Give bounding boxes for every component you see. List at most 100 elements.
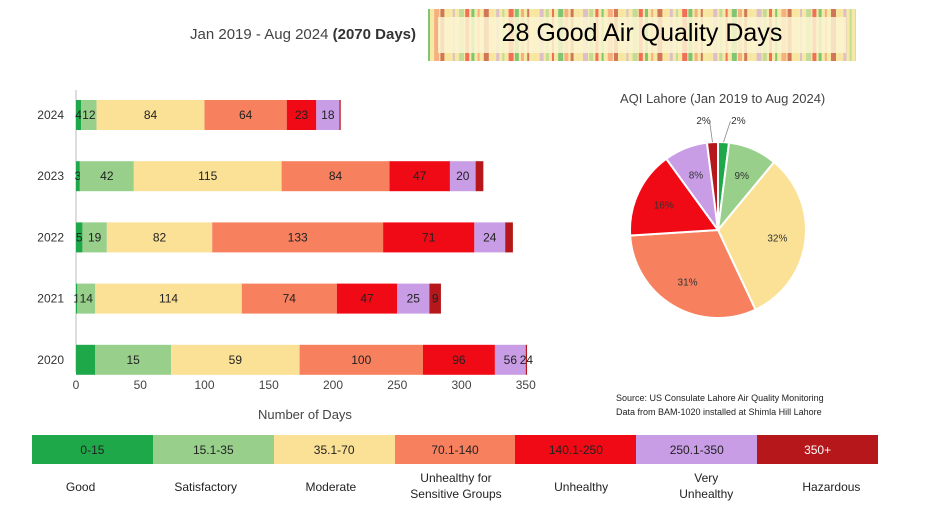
legend-range-text: 15.1-35 [192, 442, 234, 457]
bar-segment [212, 222, 384, 253]
banner-stripe [849, 9, 852, 61]
bar-value-label: 96 [452, 353, 466, 367]
pie-slice-label: 9% [735, 171, 750, 182]
source-line-1: Source: US Consulate Lahore Air Quality … [616, 393, 824, 403]
bar-segment [383, 222, 475, 253]
legend-range-cell: 350+ [757, 435, 879, 464]
bar-value-label: 9 [432, 292, 439, 306]
legend-category-label: Satisfactory [174, 480, 238, 494]
banner-inner [438, 17, 846, 53]
legend-range-cell: 15.1-35 [152, 435, 274, 464]
x-axis-title: Number of Days [258, 407, 352, 422]
bar-segment [241, 283, 337, 314]
legend-category-label: Good [65, 480, 96, 494]
aqi-legend-bar: 0-15 15.1-35 35.1-70 70.1-140 140.1-250 250.1… [32, 435, 879, 464]
bar-value-label: 19 [88, 230, 102, 244]
bar-segment [494, 344, 526, 375]
x-tick-label: 250 [387, 378, 407, 392]
x-tick-label: 300 [451, 378, 471, 392]
bar-value-label: 47 [413, 169, 427, 183]
pie-slice [716, 160, 807, 311]
bar-value-label: 71 [422, 230, 436, 244]
banner-stripe [428, 9, 430, 61]
pie-slice-label: 2% [731, 116, 746, 127]
bar-segment [397, 283, 430, 314]
date-range-text: Jan 2019 - Aug 2024 [190, 26, 329, 43]
pie-slice-label: 2% [696, 116, 711, 127]
bar-segment [204, 100, 287, 130]
bar-segment [82, 222, 107, 253]
source-note: Source: US Consulate Lahore Air Quality … [616, 391, 856, 419]
legend-category-line: Unhealthy [679, 487, 734, 501]
year-label: 2020 [37, 353, 64, 367]
bar-value-label: 84 [329, 169, 343, 183]
legend-category-label: Unhealthy for Sensitive Groups [393, 470, 518, 502]
bar-value-label: 42 [100, 169, 114, 183]
legend-range-cell: 140.1-250 [515, 435, 637, 464]
bar-segment [422, 344, 495, 375]
bar-segment [474, 222, 506, 253]
bar-segment [96, 100, 205, 130]
x-tick-label: 350 [516, 378, 536, 392]
bar-segment [76, 100, 82, 130]
bar-value-label: 3 [75, 169, 82, 183]
bar-value-label: 114 [159, 292, 178, 306]
bar-segment [171, 344, 300, 375]
bar-segment [76, 344, 96, 375]
year-label: 2023 [37, 169, 64, 183]
bar-segment [76, 283, 78, 314]
bar-segment [449, 161, 476, 192]
bar-segment [133, 161, 282, 192]
bar-segment [505, 222, 513, 253]
legend-range-cell: 35.1-70 [273, 435, 395, 464]
pie-slice-label: 31% [678, 278, 698, 289]
legend-range-text: 350+ [804, 442, 832, 457]
bar-value-label: 18 [321, 108, 335, 122]
bar-segment [389, 161, 450, 192]
bar-segment [281, 161, 390, 192]
legend-category-label: Moderate [305, 480, 357, 494]
x-tick-label: 150 [259, 378, 279, 392]
legend-range-text: 250.1-350 [669, 442, 724, 457]
bar-value-label: 23 [295, 108, 309, 122]
bar-segment [77, 283, 96, 314]
date-range-heading: Jan 2019 - Aug 2024 (2070 Days) [190, 26, 416, 43]
bar-segment [339, 100, 341, 130]
pie-slice [629, 157, 720, 237]
legend-category-label: Hazardous [802, 480, 861, 494]
bar-segment [336, 283, 398, 314]
bar-value-label: 25 [407, 292, 421, 306]
bar-value-label: 4 [75, 108, 82, 122]
bar-value-label: 5 [76, 230, 83, 244]
bar-segment [429, 283, 441, 314]
bar-value-label: 64 [239, 108, 253, 122]
days-total-text: (2070 Days) [332, 26, 417, 43]
banner-stripe [434, 9, 440, 61]
bar-segment [79, 161, 134, 192]
legend-range-cell: 250.1-350 [636, 435, 758, 464]
bar-segment [95, 283, 242, 314]
good-days-banner: 28 Good Air Quality Days [428, 9, 856, 61]
bar-value-label: 1 [73, 292, 80, 306]
aqi-legend-labels: Good Satisfactory Moderate Unhealthy for Sen… [18, 470, 894, 502]
x-tick-label: 200 [323, 378, 343, 392]
bar-segment [76, 222, 83, 253]
bar-value-label: 115 [198, 169, 217, 183]
banner-stripes [428, 9, 856, 61]
legend-category-line: Very [694, 471, 719, 485]
bar-segment [286, 100, 317, 130]
bar-segment [316, 100, 340, 130]
bar-value-label: 56 [504, 353, 518, 367]
legend-range-cell: 0-15 [32, 435, 153, 464]
year-label: 2024 [37, 108, 64, 122]
pie-leader-line [709, 121, 713, 143]
pie-chart: 2% 9% 32% 31% 16% 8% 2% [629, 116, 807, 319]
legend-range-cell: 70.1-140 [394, 435, 516, 464]
bar-value-label: 24 [483, 230, 497, 244]
x-tick-label: 0 [73, 378, 80, 392]
x-tick-label: 50 [134, 378, 148, 392]
pie-leader-line [723, 121, 731, 143]
legend-range-text: 0-15 [80, 442, 105, 457]
source-line-2: Data from BAM-1020 installed at Shimla H… [616, 407, 822, 417]
